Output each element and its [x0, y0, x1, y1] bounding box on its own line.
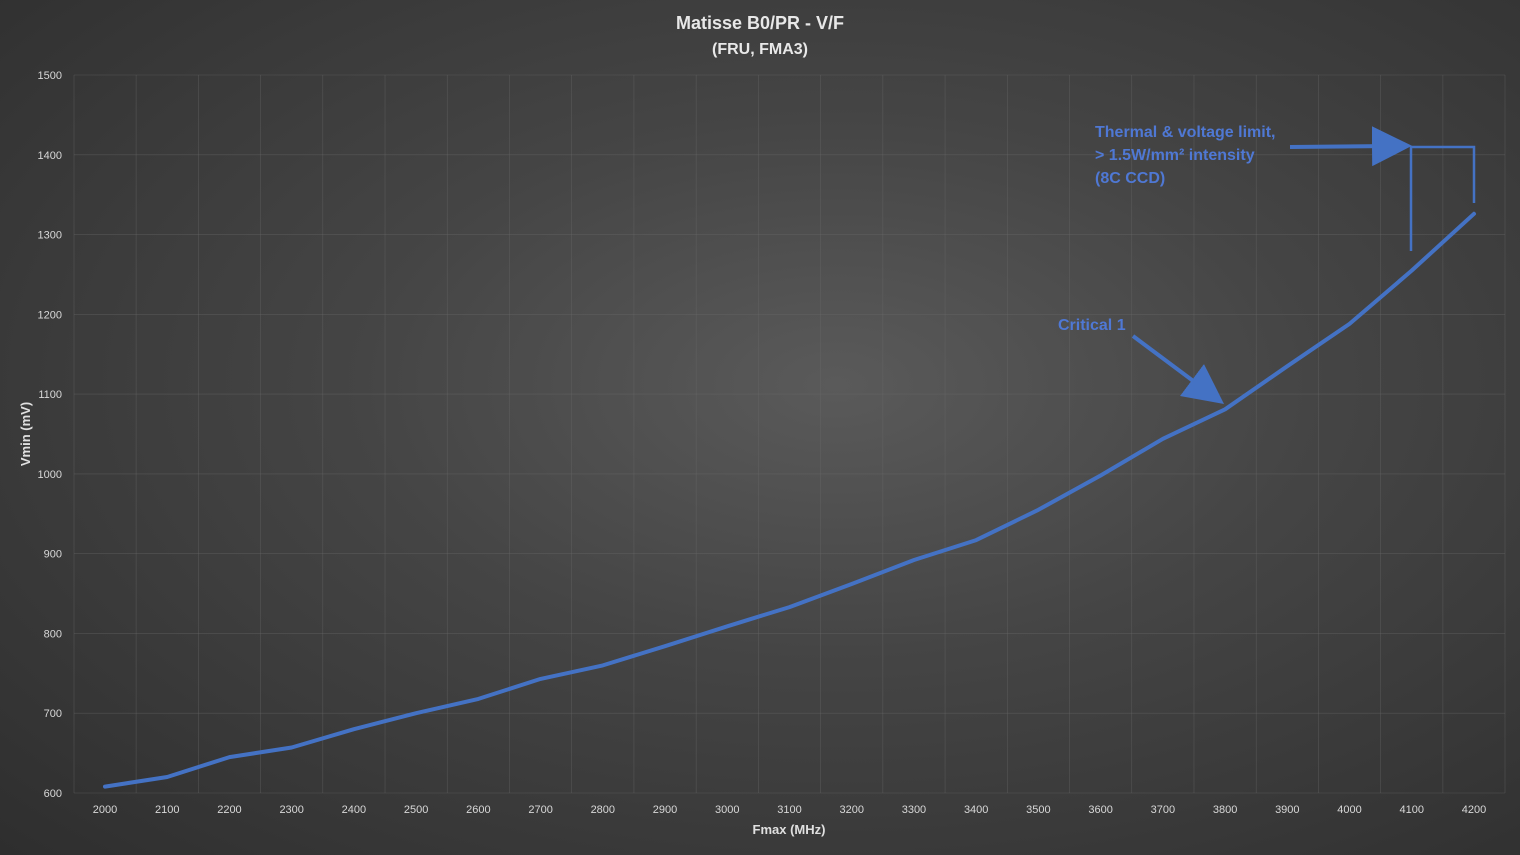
y-tick-label: 1100: [38, 389, 62, 401]
annotation-critical-label: Critical 1: [1058, 317, 1126, 334]
y-axis-ticks: 600 700 800 900 1000 1100 1200 1300 1400 1500: [38, 70, 62, 800]
chart-title: Matisse B0/PR - V/F: [676, 13, 844, 33]
series-line: [103, 211, 1476, 789]
annotation-critical: Critical 1: [1058, 317, 1225, 404]
y-tick-label: 1400: [38, 150, 62, 162]
y-tick-label: 1500: [38, 70, 62, 82]
y-tick-label: 600: [44, 788, 62, 800]
annotation-limit: Thermal & voltage limit, > 1.5W/mm² inte…: [1095, 124, 1476, 251]
x-tick-label: 2900: [653, 804, 677, 816]
x-tick-label: 2100: [155, 804, 179, 816]
x-tick-label: 3700: [1151, 804, 1175, 816]
x-tick-label: 3800: [1213, 804, 1237, 816]
grid: [73, 74, 1506, 794]
x-tick-label: 2000: [93, 804, 117, 816]
x-tick-label: 2600: [466, 804, 490, 816]
x-tick-label: 2500: [404, 804, 428, 816]
x-axis-ticks: 2000 2100 2200 2300 2400 2500 2600 2700 2800 2900…: [93, 804, 1486, 816]
annotation-limit-line-1: Thermal & voltage limit,: [1095, 124, 1275, 141]
y-tick-label: 1200: [38, 309, 62, 321]
annotation-limit-line-2: > 1.5W/mm² intensity: [1095, 147, 1255, 164]
y-tick-label: 900: [44, 549, 62, 561]
x-tick-label: 2200: [217, 804, 241, 816]
x-tick-label: 3400: [964, 804, 988, 816]
annotation-limit-bracket: [1409, 145, 1476, 251]
y-tick-label: 800: [44, 628, 62, 640]
x-tick-label: 3600: [1088, 804, 1112, 816]
x-tick-label: 2400: [342, 804, 366, 816]
x-tick-label: 4100: [1400, 804, 1424, 816]
series-group: [103, 211, 1476, 789]
x-tick-label: 2800: [591, 804, 615, 816]
x-tick-label: 3000: [715, 804, 739, 816]
y-tick-label: 700: [44, 708, 62, 720]
y-tick-label: 1300: [38, 230, 62, 242]
annotation-limit-arrow: [1289, 126, 1412, 167]
x-tick-label: 3900: [1275, 804, 1299, 816]
y-tick-label: 1000: [38, 469, 62, 481]
x-tick-label: 4200: [1462, 804, 1486, 816]
x-tick-label: 4000: [1337, 804, 1361, 816]
x-axis-title: Fmax (MHz): [753, 822, 826, 837]
y-axis-title: Vmin (mV): [18, 402, 33, 466]
x-tick-label: 3500: [1026, 804, 1050, 816]
chart-subtitle: (FRU, FMA3): [712, 41, 808, 58]
annotation-limit-line-3: (8C CCD): [1095, 170, 1165, 187]
x-tick-label: 2700: [528, 804, 552, 816]
annotation-critical-arrow: [1131, 334, 1225, 404]
x-tick-label: 2300: [279, 804, 303, 816]
x-tick-label: 3200: [839, 804, 863, 816]
x-tick-label: 3100: [777, 804, 801, 816]
x-tick-label: 3300: [902, 804, 926, 816]
